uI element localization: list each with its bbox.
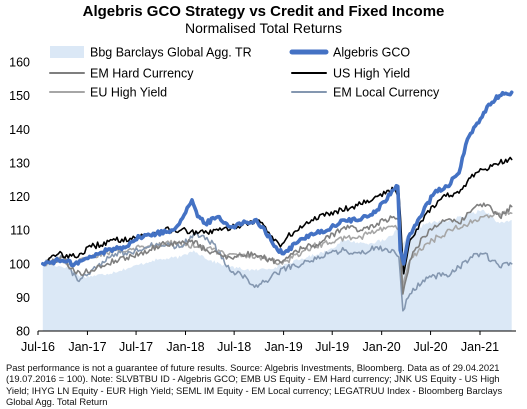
legend-item: EU High Yield — [49, 86, 167, 100]
legend: Bbg Barclays Global Agg. TR Algebris GCO E… — [49, 46, 440, 100]
x-tick-label: Jul-17 — [119, 340, 153, 354]
x-tick-label: Jan-21 — [461, 340, 499, 354]
bbg-barclays-global-agg-tr-series — [42, 209, 512, 331]
x-tick-label: Jul-16 — [21, 340, 55, 354]
y-tick-label: 150 — [9, 89, 30, 103]
line-chart: 80 90 100 110 120 130 140 150 160 Jul-16 Jan-17 Jul… — [9, 46, 516, 354]
y-tick-label: 90 — [16, 291, 30, 305]
x-tick-label: Jan-17 — [68, 340, 106, 354]
y-tick-label: 160 — [9, 56, 30, 70]
y-tick-label: 80 — [16, 325, 30, 339]
chart-subtitle: Normalised Total Returns — [185, 20, 342, 36]
axes-layer: 80 90 100 110 120 130 140 150 160 Jul-16 Jan-17 Jul… — [9, 56, 516, 354]
x-tick-label: Jan-20 — [363, 340, 401, 354]
legend-label: Bbg Barclays Global Agg. TR — [90, 46, 252, 60]
x-tick-label: Jan-18 — [166, 340, 204, 354]
us-high-yield-series — [42, 156, 513, 275]
legend-label: EU High Yield — [90, 86, 167, 100]
x-tick-label: Jan-19 — [264, 340, 302, 354]
x-tick-label: Jul-19 — [315, 340, 349, 354]
legend-label: EM Local Currency — [333, 86, 440, 100]
lines-layer — [41, 90, 514, 312]
area-layer — [42, 209, 512, 331]
y-tick-label: 100 — [9, 257, 30, 271]
legend-item: EM Local Currency — [291, 86, 440, 100]
y-tick-label: 120 — [9, 190, 30, 204]
legend-item: Algebris GCO — [289, 46, 410, 60]
y-tick-label: 140 — [9, 123, 30, 137]
chart-title: Algebris GCO Strategy vs Credit and Fixe… — [82, 3, 445, 20]
footnote: Past performance is not a guarantee of f… — [6, 362, 503, 407]
legend-label: Algebris GCO — [333, 46, 410, 60]
legend-label: US High Yield — [333, 67, 410, 81]
legend-item: Bbg Barclays Global Agg. TR — [50, 46, 252, 60]
legend-item: EM Hard Currency — [49, 67, 194, 81]
y-tick-label: 110 — [10, 224, 30, 238]
legend-swatch — [50, 46, 84, 58]
algebris-gco-series — [41, 90, 514, 268]
em-local-currency-series — [42, 231, 513, 312]
eu-high-yield-series — [42, 210, 513, 289]
em-hard-currency-series — [42, 202, 513, 295]
x-tick-label: Jul-18 — [217, 340, 251, 354]
legend-item: US High Yield — [291, 67, 410, 81]
x-tick-label: Jul-20 — [414, 340, 448, 354]
y-tick-label: 130 — [9, 156, 30, 170]
legend-label: EM Hard Currency — [90, 67, 194, 81]
